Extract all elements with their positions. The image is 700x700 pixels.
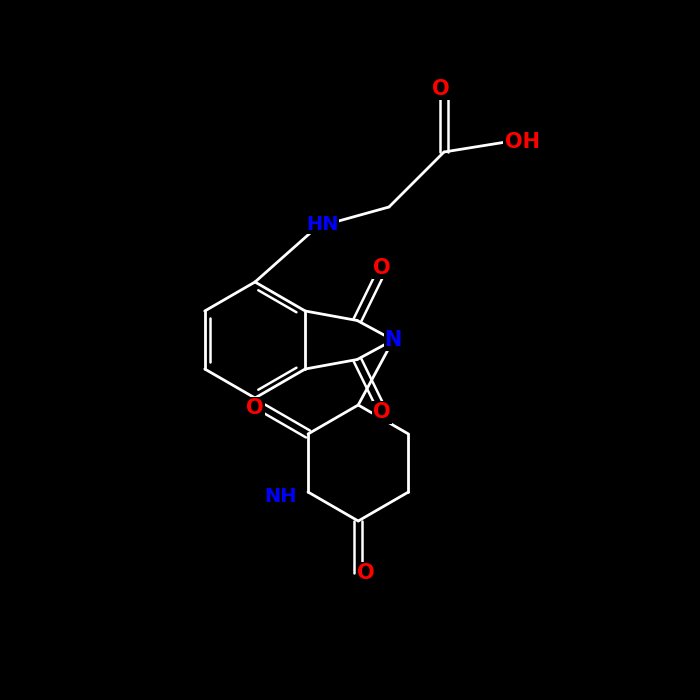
Text: O: O	[373, 258, 391, 277]
Text: O: O	[246, 398, 264, 418]
Text: OH: OH	[505, 132, 540, 152]
Text: O: O	[358, 563, 375, 583]
Text: NH: NH	[265, 487, 297, 507]
Text: O: O	[432, 79, 450, 99]
Text: O: O	[373, 402, 391, 423]
Text: HN: HN	[306, 214, 338, 234]
Text: N: N	[384, 330, 402, 350]
